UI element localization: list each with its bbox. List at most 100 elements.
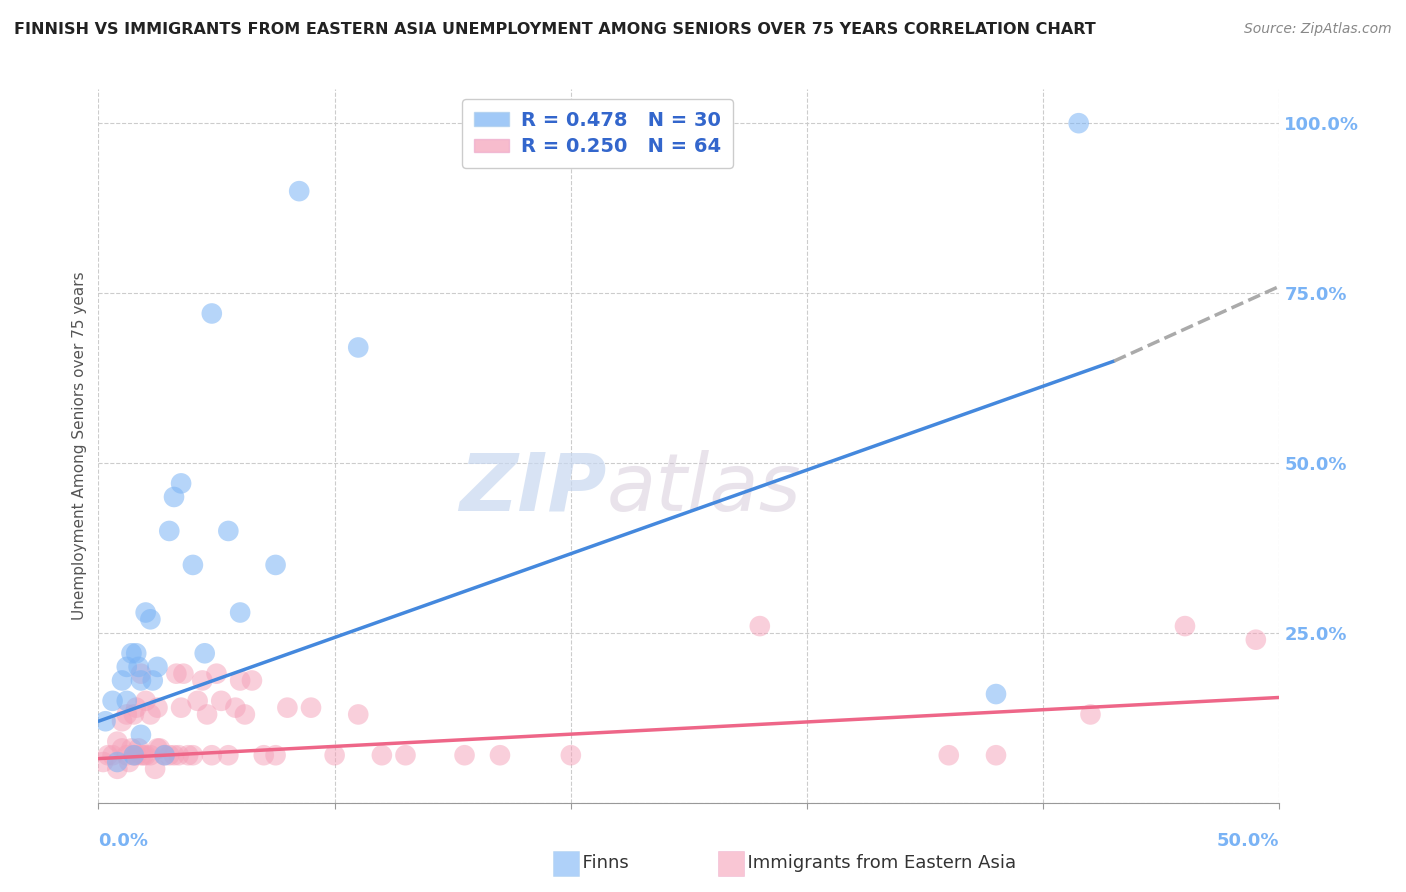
Bar bbox=[718, 851, 744, 876]
Point bbox=[240, 673, 263, 688]
Point bbox=[172, 666, 194, 681]
Point bbox=[125, 748, 148, 763]
Point bbox=[748, 619, 770, 633]
Point bbox=[205, 666, 228, 681]
Point bbox=[217, 748, 239, 763]
Point bbox=[233, 707, 256, 722]
Point bbox=[128, 741, 150, 756]
Point bbox=[191, 673, 214, 688]
Point bbox=[938, 748, 960, 763]
Point bbox=[101, 748, 124, 763]
Point bbox=[122, 748, 145, 763]
Text: Finns: Finns bbox=[571, 855, 628, 872]
Point bbox=[129, 673, 152, 688]
Point bbox=[105, 762, 128, 776]
Point bbox=[111, 714, 134, 729]
Point bbox=[125, 700, 148, 714]
Point bbox=[153, 748, 176, 763]
Point bbox=[181, 748, 204, 763]
Bar bbox=[553, 851, 579, 876]
Point bbox=[195, 707, 218, 722]
Point bbox=[111, 673, 134, 688]
Point bbox=[122, 707, 145, 722]
Text: 0.0%: 0.0% bbox=[98, 831, 149, 849]
Point bbox=[194, 646, 217, 660]
Point bbox=[128, 660, 150, 674]
Point bbox=[209, 694, 232, 708]
Point bbox=[224, 700, 246, 714]
Point bbox=[181, 558, 204, 572]
Point bbox=[129, 666, 152, 681]
Point bbox=[1080, 707, 1102, 722]
Point bbox=[139, 748, 162, 763]
Point bbox=[101, 694, 124, 708]
Point bbox=[984, 748, 1007, 763]
Point bbox=[394, 748, 416, 763]
Point bbox=[217, 524, 239, 538]
Point bbox=[1244, 632, 1267, 647]
Point bbox=[489, 748, 512, 763]
Point bbox=[97, 748, 120, 763]
Point bbox=[157, 748, 180, 763]
Point bbox=[347, 341, 370, 355]
Point bbox=[153, 748, 176, 763]
Point bbox=[121, 741, 143, 756]
Point bbox=[122, 748, 145, 763]
Text: Immigrants from Eastern Asia: Immigrants from Eastern Asia bbox=[737, 855, 1017, 872]
Point bbox=[165, 666, 187, 681]
Y-axis label: Unemployment Among Seniors over 75 years: Unemployment Among Seniors over 75 years bbox=[72, 272, 87, 620]
Point bbox=[984, 687, 1007, 701]
Point bbox=[201, 748, 224, 763]
Point bbox=[121, 646, 143, 660]
Text: Source: ZipAtlas.com: Source: ZipAtlas.com bbox=[1244, 22, 1392, 37]
Point bbox=[229, 606, 252, 620]
Point bbox=[264, 748, 287, 763]
Point bbox=[1067, 116, 1090, 130]
Point bbox=[323, 748, 346, 763]
Point bbox=[142, 673, 165, 688]
Point bbox=[170, 700, 193, 714]
Point bbox=[129, 728, 152, 742]
Point bbox=[139, 612, 162, 626]
Point bbox=[149, 741, 172, 756]
Point bbox=[264, 558, 287, 572]
Text: ZIP: ZIP bbox=[458, 450, 606, 528]
Point bbox=[453, 748, 475, 763]
Point bbox=[94, 714, 117, 729]
Point bbox=[1174, 619, 1197, 633]
Point bbox=[139, 707, 162, 722]
Point bbox=[157, 524, 180, 538]
Point bbox=[115, 694, 138, 708]
Point bbox=[129, 748, 152, 763]
Text: FINNISH VS IMMIGRANTS FROM EASTERN ASIA UNEMPLOYMENT AMONG SENIORS OVER 75 YEARS: FINNISH VS IMMIGRANTS FROM EASTERN ASIA … bbox=[14, 22, 1095, 37]
Point bbox=[111, 741, 134, 756]
Point bbox=[371, 748, 394, 763]
Legend: R = 0.478   N = 30, R = 0.250   N = 64: R = 0.478 N = 30, R = 0.250 N = 64 bbox=[463, 99, 733, 168]
Point bbox=[135, 694, 157, 708]
Point bbox=[146, 741, 169, 756]
Point bbox=[201, 306, 224, 320]
Point bbox=[135, 748, 157, 763]
Point bbox=[115, 660, 138, 674]
Point bbox=[163, 490, 186, 504]
Point bbox=[167, 748, 190, 763]
Point bbox=[187, 694, 209, 708]
Point bbox=[288, 184, 311, 198]
Point bbox=[146, 700, 169, 714]
Point bbox=[91, 755, 114, 769]
Point bbox=[132, 748, 155, 763]
Point bbox=[146, 660, 169, 674]
Point bbox=[276, 700, 298, 714]
Text: atlas: atlas bbox=[606, 450, 801, 528]
Point bbox=[560, 748, 582, 763]
Point bbox=[105, 734, 128, 748]
Point bbox=[143, 762, 166, 776]
Point bbox=[135, 606, 157, 620]
Point bbox=[253, 748, 276, 763]
Point bbox=[105, 755, 128, 769]
Point bbox=[170, 476, 193, 491]
Point bbox=[115, 748, 138, 763]
Point bbox=[299, 700, 322, 714]
Point bbox=[125, 646, 148, 660]
Point bbox=[177, 748, 200, 763]
